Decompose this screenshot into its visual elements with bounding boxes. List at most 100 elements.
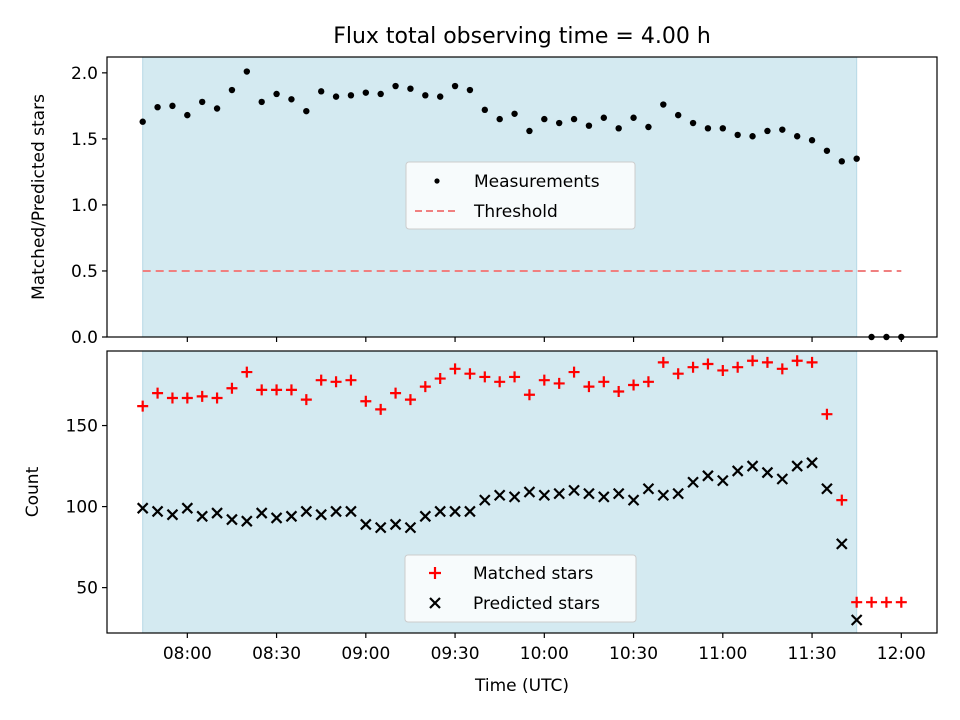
predicted-star-point <box>136 502 149 514</box>
measurement-point <box>615 125 622 132</box>
predicted-star-point <box>285 510 298 523</box>
y-tick-label: 0.0 <box>71 328 98 348</box>
predicted-star-point <box>360 518 372 531</box>
predicted-star-point <box>270 512 283 524</box>
matched-star-point <box>761 356 773 368</box>
y-tick-label: 0.5 <box>71 262 98 282</box>
matched-star-point <box>241 366 253 378</box>
measurement-point <box>719 125 727 132</box>
matched-star-point <box>538 374 550 386</box>
matched-star-point <box>226 382 238 394</box>
measurement-point <box>645 123 652 131</box>
measurement-point <box>779 126 786 133</box>
predicted-star-point <box>434 505 446 518</box>
predicted-star-point <box>583 487 595 500</box>
matched-star-point <box>523 389 535 401</box>
top-panel-y-axis-label: Matched/Predicted stars <box>29 94 49 300</box>
bottom-panel-y-ticks: 50 100 150 <box>66 417 107 599</box>
measurement-point <box>660 101 667 108</box>
measurement-point <box>526 127 533 135</box>
matched-star-point <box>390 387 402 399</box>
x-tick-label: 09:00 <box>341 644 390 664</box>
predicted-star-point <box>508 491 521 503</box>
measurement-point <box>704 125 712 132</box>
measurement-point <box>258 98 265 106</box>
predicted-star-point <box>330 505 342 518</box>
measurement-point <box>303 107 310 115</box>
legend-predicted-stars-marker <box>429 597 441 609</box>
measurement-point <box>347 92 355 99</box>
x-tick-label: 09:30 <box>431 644 480 664</box>
predicted-star-point <box>166 508 179 521</box>
predicted-star-point <box>657 489 670 502</box>
predicted-star-point <box>553 487 565 500</box>
matched-star-point <box>449 363 461 375</box>
measurement-point <box>392 82 399 90</box>
matched-star-point <box>866 596 878 608</box>
predicted-star-point <box>672 487 684 500</box>
y-tick-label: 2.0 <box>71 64 98 84</box>
matched-star-point <box>375 403 387 415</box>
bottom-panel-y-axis-label: Count <box>23 466 43 517</box>
bottom-panel-frame <box>106 350 938 634</box>
measurement-point <box>511 110 518 117</box>
matched-star-point <box>776 363 788 375</box>
predicted-star-point <box>731 465 744 477</box>
predicted-star-point <box>568 484 580 497</box>
measurement-point <box>139 118 146 125</box>
top-panel-y-ticks: 0.0 0.5 1.0 1.5 2.0 <box>71 64 107 348</box>
matched-star-point <box>568 366 580 378</box>
measurement-point <box>630 114 637 121</box>
matched-star-point <box>895 596 907 608</box>
matched-star-point <box>211 392 223 404</box>
matched-star-point <box>166 392 178 404</box>
top-panel-frame <box>106 56 938 338</box>
predicted-star-point <box>449 505 461 518</box>
legend-matched-stars-marker <box>429 567 441 579</box>
predicted-star-point <box>717 474 729 487</box>
measurement-point <box>838 158 846 165</box>
matched-star-point <box>404 394 416 406</box>
matched-star-point <box>152 387 164 399</box>
predicted-star-point <box>612 487 625 500</box>
predicted-star-point <box>598 491 610 503</box>
measurement-point <box>169 102 176 110</box>
measurement-point <box>466 86 474 94</box>
measurement-point <box>541 115 548 123</box>
measurement-point <box>823 147 831 154</box>
predicted-star-point <box>151 505 164 518</box>
matched-star-point <box>196 390 208 402</box>
predicted-star-point <box>642 482 655 495</box>
y-tick-label: 150 <box>66 417 98 437</box>
matched-star-point <box>360 395 372 407</box>
measurement-point <box>184 111 191 119</box>
matched-star-point <box>613 386 625 398</box>
matched-star-point <box>836 494 848 506</box>
top-panel-ratio: 0.00.51.01.52.0 Matched/Predicted stars … <box>29 56 938 348</box>
matched-star-point <box>672 368 684 380</box>
measurement-point <box>674 111 682 119</box>
legend-predicted-stars-label: Predicted stars <box>473 594 600 614</box>
measurement-point <box>808 137 816 144</box>
predicted-star-point <box>389 518 402 531</box>
x-tick-label: 10:30 <box>609 644 658 664</box>
y-tick-label: 100 <box>66 498 98 518</box>
measurement-point <box>585 122 593 129</box>
measurement-point <box>332 93 340 100</box>
measurement-point <box>451 82 459 90</box>
y-tick-label: 1.5 <box>71 130 98 150</box>
measurement-point <box>764 127 771 135</box>
legend-measurements-label: Measurements <box>474 172 600 192</box>
measurement-point <box>154 103 161 111</box>
x-tick-label: 11:00 <box>698 644 747 664</box>
predicted-star-point <box>746 460 759 472</box>
predicted-star-point <box>211 507 223 519</box>
matched-star-point <box>553 377 565 389</box>
matched-star-point <box>315 374 327 386</box>
matched-star-point <box>628 379 640 391</box>
matched-star-point <box>717 364 729 376</box>
matched-star-point <box>642 376 654 388</box>
bottom-panel-legend: Matched stars Predicted stars <box>404 554 637 623</box>
matched-star-point <box>821 408 833 420</box>
